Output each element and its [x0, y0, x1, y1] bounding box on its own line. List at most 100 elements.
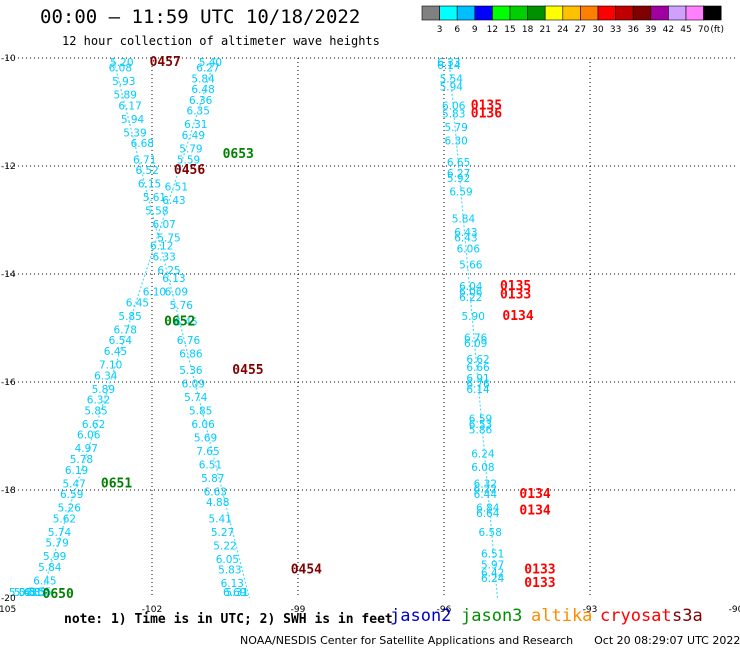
color-swatch	[562, 5, 581, 21]
wave-height-value: 6.84	[476, 503, 500, 515]
color-swatch	[685, 5, 704, 21]
pass-time-labels: 0457065304560652045506510454065001350136…	[43, 55, 556, 602]
page-subtitle: 12 hour collection of altimeter wave hei…	[62, 34, 380, 48]
satellite-legend-item: jason3	[461, 606, 523, 626]
wave-height-value: 6.25	[157, 265, 180, 277]
wave-height-value: 6.43	[162, 195, 185, 207]
wave-height-value: 6.76	[466, 378, 490, 390]
satellite-track-line	[112, 57, 250, 599]
wave-height-value: 6.14	[437, 60, 461, 72]
wave-height-value: 6.45	[126, 297, 149, 309]
wave-height-value: 5.26	[58, 503, 82, 515]
wave-height-value: 6.71	[133, 154, 156, 166]
wave-height-value: 5.83	[442, 108, 465, 120]
pass-time-label: 0650	[43, 587, 74, 602]
wave-height-value: 6.09	[165, 287, 188, 299]
wave-height-readings: 5.206.085.935.896.175.945.396.686.716.52…	[9, 57, 505, 599]
wave-height-value: 6.36	[189, 95, 213, 107]
wave-height-value: 5.94	[440, 81, 464, 93]
wave-height-value: 6.78	[114, 324, 137, 336]
color-scale-legend: 3 6 9 12 15 18 21 24 27 30 33 36 39 42 45 70 (ft)	[421, 5, 724, 35]
wave-height-value: 6.24	[481, 573, 505, 585]
wave-height-value: 5.93	[112, 76, 135, 88]
pass-time-label: 0133	[524, 576, 555, 591]
y-tick-label: -12	[1, 162, 16, 172]
color-swatch	[650, 5, 669, 21]
credit-line: NOAA/NESDIS Center for Satellite Applica…	[240, 634, 740, 647]
color-scale-label: 24	[557, 25, 569, 35]
pass-time-label: 0134	[519, 487, 550, 502]
wave-height-value: 6.45	[33, 576, 56, 588]
wave-height-value: 5.84	[38, 562, 62, 574]
color-swatch	[703, 5, 722, 21]
page-title: 00:00 — 11:59 UTC 10/18/2022	[40, 6, 361, 28]
satellite-legend-item: jason2	[390, 606, 452, 626]
units-note: note: 1) Time is in UTC; 2) SWH is in fe…	[64, 612, 393, 627]
color-scale-label: 18	[522, 25, 534, 35]
satellite-tracks	[39, 57, 499, 599]
wave-height-value: 6.59	[449, 187, 472, 199]
wave-height-value: 5.89	[114, 90, 137, 102]
wave-height-value: 7.10	[99, 360, 122, 372]
wave-height-value: 6.06	[191, 419, 215, 431]
y-tick-label: -10	[1, 54, 16, 64]
wave-height-value: 5.75	[157, 233, 180, 245]
wave-height-value: 5.61	[143, 192, 166, 204]
wave-height-value: 5.99	[43, 551, 66, 563]
wave-height-value: 5.84	[452, 214, 476, 226]
wave-height-value: 4.85	[24, 587, 47, 599]
wave-height-value: 5.31	[225, 587, 248, 599]
color-scale-label: 9	[472, 25, 478, 35]
wave-height-value: 6.66	[466, 362, 490, 374]
wave-height-value: 5.85	[189, 405, 212, 417]
pass-time-label: 0653	[223, 147, 254, 162]
color-scale-label: 15	[504, 25, 515, 35]
wave-height-value: 6.14	[466, 384, 490, 396]
satellite-legend-item: s3a	[672, 606, 703, 626]
wave-height-value: 5.55	[28, 586, 51, 598]
axis-tick-labels: -105 -102 -99 -96 -93 -90 -10 -12 -14 -16 -18 -20	[0, 54, 740, 615]
color-scale-label: 42	[663, 25, 674, 35]
wave-height-value: 6.76	[464, 333, 488, 345]
color-swatch	[439, 5, 458, 21]
x-tick-label: -102	[142, 605, 162, 615]
pass-time-label: 0133	[500, 287, 531, 302]
wave-height-value: 6.91	[466, 373, 489, 385]
x-tick-label: -93	[583, 605, 598, 615]
x-tick-label: -105	[0, 605, 16, 615]
wave-height-value: 6.64	[476, 508, 500, 520]
color-scale-label: 33	[610, 25, 621, 35]
wave-height-value: 5.58	[145, 206, 168, 218]
wave-height-value: 5.87	[201, 473, 224, 485]
pass-time-label: 0652	[164, 314, 195, 329]
wave-height-value: 5.85	[118, 311, 141, 323]
pass-time-label: 0455	[232, 363, 263, 378]
wave-height-value: 6.35	[187, 106, 210, 118]
wave-height-value: 6.52	[135, 165, 158, 177]
wave-height-value: 6.33	[152, 252, 175, 264]
wave-height-value: 6.13	[162, 273, 185, 285]
wave-height-value: 6.15	[138, 179, 161, 191]
y-tick-label: -18	[1, 486, 16, 496]
wave-height-value: 6.04	[459, 281, 483, 293]
wave-height-value: 5.85	[84, 405, 107, 417]
wave-height-value: 5.79	[45, 538, 68, 550]
wave-height-value: 5.76	[170, 300, 194, 312]
wave-height-value: 5.20	[110, 57, 133, 69]
wave-height-value: 5.03	[9, 587, 32, 599]
wave-height-value: 5.36	[179, 365, 203, 377]
wave-height-value: 5.66	[459, 260, 483, 272]
color-swatch	[597, 5, 616, 21]
wave-height-value: 6.07	[152, 219, 175, 231]
color-swatch	[615, 5, 634, 21]
wave-height-value: 5.47	[62, 478, 85, 490]
wave-height-value: 6.51	[165, 181, 188, 193]
wave-height-value: 6.54	[109, 335, 133, 347]
color-scale-label: 6	[454, 25, 460, 35]
color-scale-label: 39	[645, 25, 657, 35]
wave-height-value: 5.84	[191, 73, 215, 85]
wave-height-value: 6.43	[454, 233, 477, 245]
wave-height-value: 5.59	[177, 154, 200, 166]
color-swatch	[632, 5, 652, 21]
